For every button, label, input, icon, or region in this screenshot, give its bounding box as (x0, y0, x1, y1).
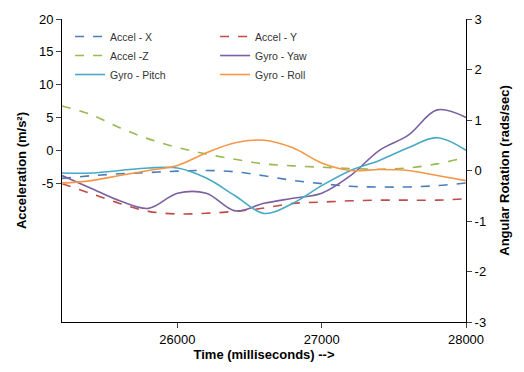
svg-text:5: 5 (46, 110, 53, 125)
svg-text:Accel -Z: Accel -Z (110, 50, 149, 62)
svg-text:27000: 27000 (304, 332, 340, 347)
svg-text:0: 0 (46, 143, 53, 158)
svg-text:Acceleration (m/s²): Acceleration (m/s²) (14, 112, 29, 229)
svg-text:20: 20 (39, 12, 53, 27)
svg-text:15: 15 (39, 44, 53, 59)
svg-text:3: 3 (475, 12, 482, 27)
svg-text:-3: -3 (475, 315, 487, 330)
svg-text:Gyro - Roll: Gyro - Roll (255, 69, 305, 81)
svg-text:Accel - Y: Accel - Y (255, 31, 297, 43)
svg-text:10: 10 (39, 77, 53, 92)
svg-text:-5: -5 (42, 176, 54, 191)
svg-text:28000: 28000 (448, 332, 484, 347)
svg-text:-1: -1 (475, 214, 487, 229)
svg-text:1: 1 (475, 113, 482, 128)
svg-text:26000: 26000 (159, 332, 195, 347)
svg-text:Gyro - Yaw: Gyro - Yaw (255, 50, 307, 62)
svg-text:0: 0 (475, 163, 482, 178)
svg-text:Time (milliseconds) -->: Time (milliseconds) --> (194, 347, 335, 362)
svg-text:-2: -2 (475, 264, 487, 279)
svg-text:2: 2 (475, 62, 482, 77)
svg-text:Accel - X: Accel - X (110, 31, 152, 43)
svg-text:Gyro - Pitch: Gyro - Pitch (110, 69, 166, 81)
svg-text:Angular Rotation (rads/sec): Angular Rotation (rads/sec) (497, 85, 512, 255)
